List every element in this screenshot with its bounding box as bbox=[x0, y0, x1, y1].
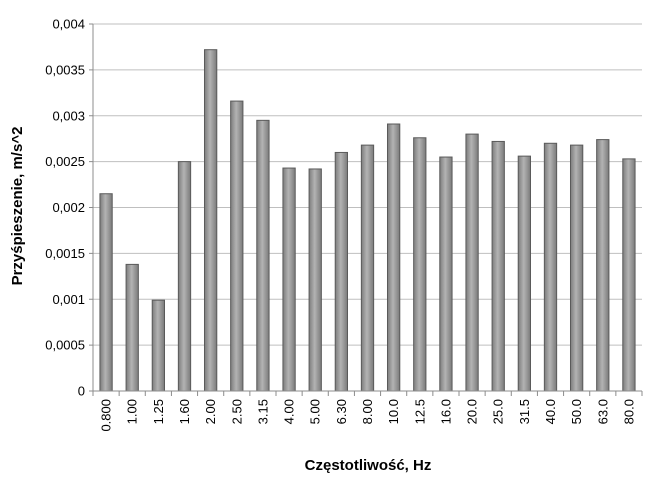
bar bbox=[596, 139, 610, 392]
y-tick-label: 0,0005 bbox=[45, 338, 85, 353]
x-tick-label: 0.800 bbox=[99, 399, 114, 432]
bar bbox=[203, 49, 218, 392]
x-tick-label: 31.5 bbox=[517, 399, 532, 424]
bar bbox=[386, 123, 401, 392]
x-tick-label: 40.0 bbox=[543, 399, 558, 424]
x-tick-label: 63.0 bbox=[595, 399, 610, 424]
y-axis-title: Przyśpieszenie, m/s^2 bbox=[9, 127, 26, 286]
bar bbox=[491, 140, 505, 392]
bar bbox=[308, 168, 322, 392]
y-tick-label: 0,0025 bbox=[45, 154, 85, 169]
x-axis-title: Częstotliwość, Hz bbox=[305, 457, 432, 474]
x-tick-label: 8.00 bbox=[360, 399, 375, 424]
x-tick-label: 6.30 bbox=[334, 399, 349, 424]
bar bbox=[256, 119, 270, 392]
bars bbox=[99, 49, 636, 392]
y-tick-label: 0,001 bbox=[52, 292, 85, 307]
x-tick-label: 4.00 bbox=[282, 399, 297, 424]
bar bbox=[334, 151, 349, 392]
bar bbox=[230, 100, 244, 392]
x-tick-label: 5.00 bbox=[308, 399, 323, 424]
bar bbox=[543, 142, 558, 392]
y-tick-label: 0,002 bbox=[52, 200, 85, 215]
bar bbox=[413, 137, 427, 392]
bar bbox=[517, 155, 532, 392]
bar bbox=[360, 144, 375, 392]
y-tick-label: 0 bbox=[78, 384, 85, 399]
bar bbox=[151, 299, 166, 392]
x-tick-label: 20.0 bbox=[465, 399, 480, 424]
bar bbox=[125, 263, 139, 392]
bar bbox=[282, 167, 296, 392]
x-tick-label: 12.5 bbox=[412, 399, 427, 424]
x-tick-label: 25.0 bbox=[491, 399, 506, 424]
x-tick-label: 50.0 bbox=[569, 399, 584, 424]
y-tick-label: 0,003 bbox=[52, 108, 85, 123]
bar bbox=[439, 156, 453, 392]
y-tick-label: 0,0015 bbox=[45, 246, 85, 261]
axes bbox=[89, 23, 643, 396]
x-tick-label: 1.25 bbox=[151, 399, 166, 424]
y-tick-label: 0,0035 bbox=[45, 62, 85, 77]
y-tick-labels: 0 0,0005 0,001 0,0015 0,002 0,0025 0,003 0,0035… bbox=[45, 17, 85, 399]
x-tick-label: 1.60 bbox=[177, 399, 192, 424]
x-tick-label: 2.00 bbox=[203, 399, 218, 424]
x-tick-labels: 0.800 1.00 1.25 1.60 2.00 2.50 3.15 4.00 5.00 6.3… bbox=[99, 399, 637, 432]
x-tick-label: 3.15 bbox=[255, 399, 270, 424]
bar bbox=[99, 193, 113, 392]
x-tick-label: 2.50 bbox=[229, 399, 244, 424]
x-tick-label: 1.00 bbox=[125, 399, 140, 424]
x-tick-label: 80.0 bbox=[621, 399, 636, 424]
y-tick-label: 0,004 bbox=[52, 17, 85, 32]
x-tick-label: 10.0 bbox=[386, 399, 401, 424]
bar bbox=[465, 133, 479, 392]
x-tick-label: 16.0 bbox=[438, 399, 453, 424]
bar bbox=[569, 144, 584, 392]
bar bbox=[622, 158, 636, 392]
bar bbox=[177, 161, 192, 392]
